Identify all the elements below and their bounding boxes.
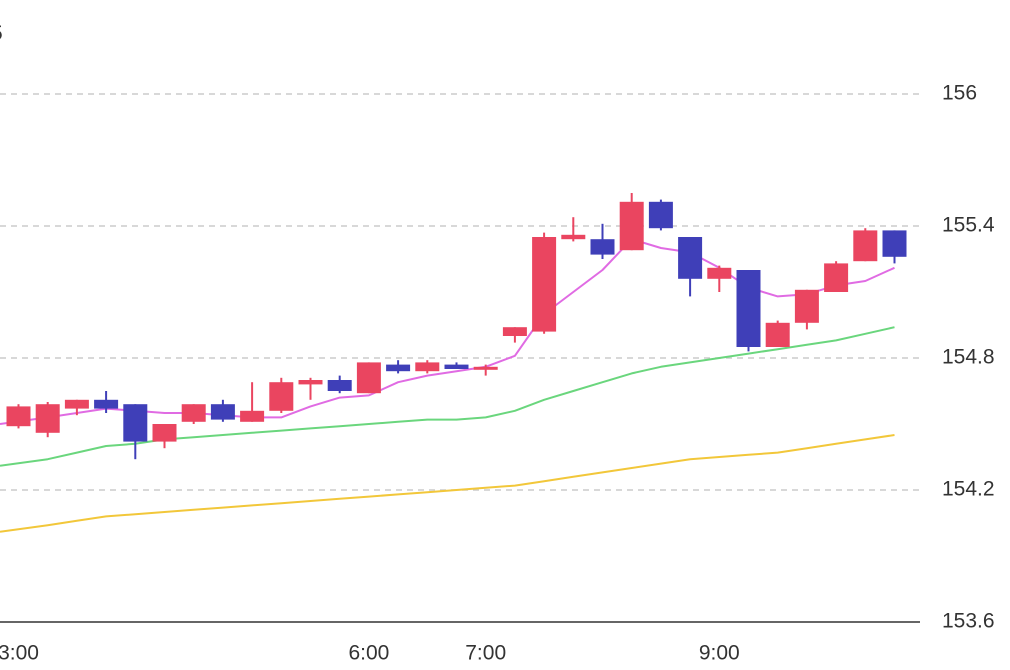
axes: 156 155.4 154.8 154.2 153.6 3:00 6:00 7:00 9:00 xyxy=(0,82,995,665)
candle-up-body xyxy=(181,404,206,422)
x-tick-label: 3:00 xyxy=(0,642,39,665)
candle-up-body xyxy=(765,322,790,347)
x-tick-label: 9:00 xyxy=(699,642,740,665)
candle-up-body xyxy=(824,263,849,292)
corner-label: 5 xyxy=(0,22,3,45)
y-tick-label: 155.4 xyxy=(942,214,995,237)
candle-up-body xyxy=(64,399,89,409)
candle-up-body xyxy=(415,362,440,372)
candle-up-body xyxy=(794,289,819,323)
ma-medium-line xyxy=(0,326,895,467)
candles xyxy=(6,193,907,460)
candle-down-body xyxy=(648,201,673,229)
candle-up-body xyxy=(269,382,294,411)
candle-down-body xyxy=(736,270,761,347)
candle-up-body xyxy=(356,362,381,394)
candle-down-body xyxy=(386,364,411,372)
candle-up-body xyxy=(35,404,60,433)
candle-up-body xyxy=(298,380,323,385)
candle-down-body xyxy=(678,237,703,279)
candle-up-body xyxy=(561,234,586,240)
y-tick-label: 154.8 xyxy=(942,346,995,369)
candle-down-body xyxy=(94,399,119,409)
y-tick-label: 154.2 xyxy=(942,478,995,501)
candle-down-body xyxy=(590,239,615,255)
candle-down-body xyxy=(327,380,352,391)
candle-down-body xyxy=(882,230,907,257)
candle-up-body xyxy=(853,230,878,262)
candle-up-body xyxy=(532,237,557,332)
candle-up-body xyxy=(707,267,732,279)
ma-long-line xyxy=(0,434,895,533)
candle-up-body xyxy=(473,366,498,370)
x-tick-label: 7:00 xyxy=(465,642,506,665)
candle-up-body xyxy=(502,327,527,336)
candle-down-body xyxy=(123,404,148,442)
candle-up-body xyxy=(152,424,177,442)
candle-up-body xyxy=(619,201,644,251)
candle-down-body xyxy=(444,364,469,369)
y-tick-label: 153.6 xyxy=(942,610,995,633)
candle-down-body xyxy=(210,404,235,420)
x-tick-label: 6:00 xyxy=(348,642,389,665)
candle-up-body xyxy=(240,410,265,422)
candle-up-body xyxy=(6,406,31,427)
y-tick-label: 156 xyxy=(942,82,977,105)
